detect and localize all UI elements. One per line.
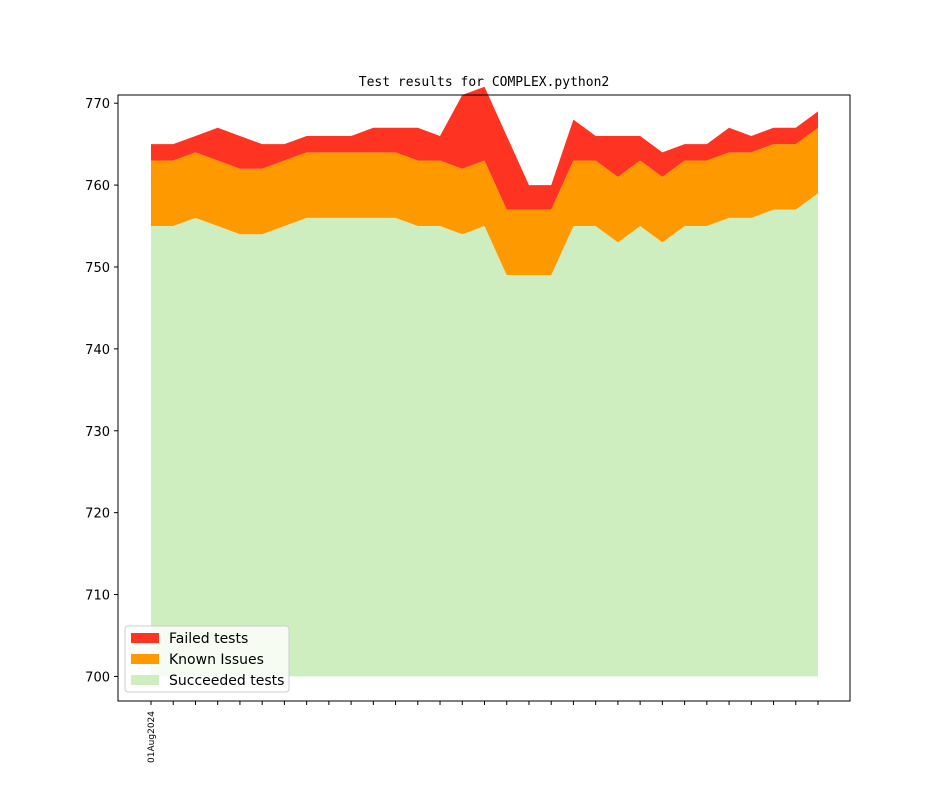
y-tick-label: 750: [85, 261, 110, 276]
legend-label: Known Issues: [169, 652, 264, 668]
area-failed-tests: [151, 86, 818, 210]
y-tick-label: 710: [85, 589, 110, 604]
legend-swatch: [131, 675, 159, 685]
area-known-issues: [151, 127, 818, 276]
y-tick-label: 700: [85, 670, 110, 685]
y-tick-label: 760: [85, 179, 110, 194]
y-tick-label: 720: [85, 507, 110, 522]
legend-swatch: [131, 654, 159, 664]
area-series-group: [151, 86, 818, 677]
x-tick-label: 01Aug2024: [147, 711, 157, 763]
y-tick-label: 770: [85, 97, 110, 112]
x-axis: 01Aug2024: [147, 701, 819, 763]
legend-label: Succeeded tests: [169, 673, 284, 689]
legend-swatch: [131, 633, 159, 643]
y-tick-label: 730: [85, 425, 110, 440]
chart-title: Test results for COMPLEX.python2: [359, 75, 609, 90]
legend: Failed tests Known Issues Succeeded tests: [124, 625, 290, 693]
y-tick-label: 740: [85, 343, 110, 358]
legend-label: Failed tests: [169, 631, 248, 647]
legend-box: [124, 625, 290, 693]
area-succeeded-tests: [151, 193, 818, 677]
y-axis: 700 710 720 730 740 750 760 770: [85, 97, 118, 685]
